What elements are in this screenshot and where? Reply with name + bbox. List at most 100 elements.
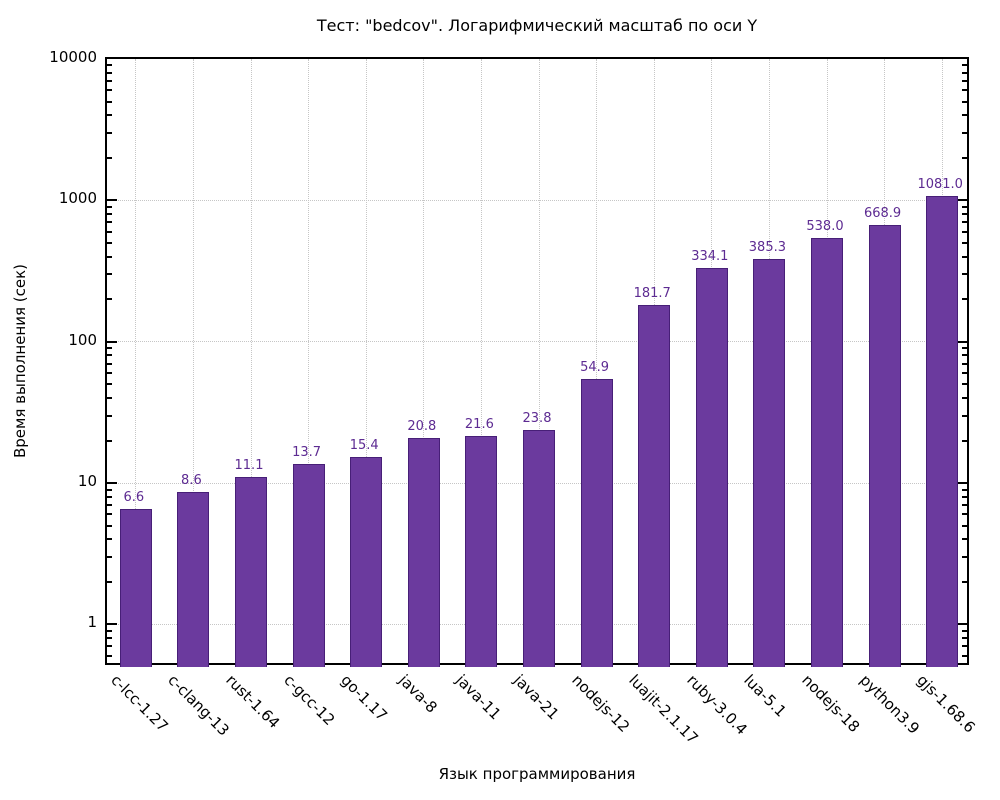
bar-rust-1.64	[235, 476, 267, 667]
y-minor-tick-left	[107, 645, 112, 648]
x-tick-label: rust-1.64	[222, 671, 284, 732]
y-minor-tick-right	[962, 524, 967, 527]
y-minor-tick-left	[107, 273, 112, 276]
y-minor-tick-right	[962, 354, 967, 357]
bar-gjs-1.68.6	[926, 195, 959, 667]
x-gridline	[423, 59, 425, 663]
x-tick-label: gjs-1.68.6	[913, 671, 979, 737]
y-tick-label: 1000	[58, 189, 97, 208]
y-tick-label: 100	[68, 330, 97, 349]
y-minor-tick-right	[962, 89, 967, 92]
y-minor-tick-left	[107, 513, 112, 516]
y-axis-title: Время выполнения (сек)	[11, 263, 29, 459]
x-tick-label: lua-5.1	[740, 671, 791, 721]
y-minor-tick-right	[962, 488, 967, 491]
bar-value-label: 6.6	[123, 489, 145, 505]
y-minor-tick-right	[962, 205, 967, 208]
plot-area	[105, 57, 969, 667]
bar-value-label: 21.6	[464, 416, 494, 432]
y-minor-tick-left	[107, 205, 112, 208]
y-minor-tick-left	[107, 71, 112, 74]
bar-value-label: 15.4	[349, 437, 379, 453]
y-minor-tick-right	[962, 629, 967, 632]
bar-value-label: 13.7	[292, 444, 322, 460]
y-major-tick-left	[107, 623, 117, 626]
y-minor-tick-left	[107, 114, 112, 117]
y-minor-tick-left	[107, 654, 112, 657]
y-major-tick-left	[107, 340, 117, 343]
y-minor-tick-left	[107, 89, 112, 92]
x-tick-label: java-11	[452, 671, 505, 724]
y-minor-tick-left	[107, 503, 112, 506]
y-minor-tick-left	[107, 372, 112, 375]
y-minor-tick-left	[107, 495, 112, 498]
bar-ruby-3.0.4	[695, 267, 728, 667]
y-minor-tick-left	[107, 629, 112, 632]
bar-value-label: 11.1	[234, 457, 264, 473]
y-minor-tick-left	[107, 414, 112, 417]
y-minor-tick-right	[962, 439, 967, 442]
bar-lua-5.1	[753, 258, 786, 667]
y-tick-label: 10	[77, 472, 97, 491]
y-minor-tick-right	[962, 396, 967, 399]
y-major-tick-right	[957, 623, 967, 626]
y-minor-tick-left	[107, 383, 112, 386]
y-minor-tick-right	[962, 71, 967, 74]
bar-c-gcc-12	[292, 463, 325, 667]
y-minor-tick-right	[962, 156, 967, 159]
y-minor-tick-right	[962, 495, 967, 498]
y-tick-label: 1	[87, 613, 97, 632]
y-minor-tick-right	[962, 114, 967, 117]
y-major-tick-right	[957, 340, 967, 343]
y-major-tick-right	[957, 199, 967, 202]
bar-value-label: 334.1	[691, 248, 729, 264]
bar-java-21	[523, 429, 555, 667]
y-major-tick-right	[957, 482, 967, 485]
x-tick-label: nodejs-12	[567, 671, 633, 736]
bar-value-label: 1081.0	[917, 176, 963, 192]
y-minor-tick-right	[962, 241, 967, 244]
x-tick-label: nodejs-18	[798, 671, 864, 736]
y-minor-tick-right	[962, 513, 967, 516]
y-minor-tick-left	[107, 213, 112, 216]
bar-value-label: 668.9	[863, 206, 902, 222]
bar-value-label: 538.0	[806, 219, 844, 235]
y-minor-tick-left	[107, 131, 112, 134]
x-axis-title: Язык программирования	[438, 765, 636, 783]
x-gridline	[250, 59, 252, 663]
y-gridline	[107, 341, 967, 343]
y-minor-tick-right	[962, 255, 967, 258]
bar-java-8	[407, 438, 440, 667]
x-tick-label: java-8	[395, 671, 441, 717]
x-gridline	[135, 59, 137, 663]
y-major-tick-left	[107, 482, 117, 485]
y-minor-tick-right	[962, 79, 967, 82]
bar-c-clang-13	[177, 492, 210, 667]
y-minor-tick-left	[107, 347, 112, 350]
y-minor-tick-right	[962, 213, 967, 216]
y-minor-tick-right	[962, 503, 967, 506]
y-minor-tick-right	[962, 383, 967, 386]
y-minor-tick-left	[107, 354, 112, 357]
x-gridline	[538, 59, 540, 663]
bar-value-label: 23.8	[522, 410, 552, 426]
y-minor-tick-right	[962, 538, 967, 541]
x-gridline	[596, 59, 598, 663]
y-minor-tick-right	[962, 637, 967, 640]
y-minor-tick-right	[962, 131, 967, 134]
x-tick-label: java-21	[510, 671, 563, 724]
bar-value-label: 8.6	[181, 473, 202, 489]
x-tick-label: python3.9	[855, 671, 923, 738]
chart-title: Тест: "bedcov". Логарифмический масштаб …	[316, 16, 758, 35]
y-minor-tick-left	[107, 524, 112, 527]
y-minor-tick-left	[107, 396, 112, 399]
y-minor-tick-left	[107, 156, 112, 159]
y-minor-tick-right	[962, 64, 967, 67]
y-minor-tick-right	[962, 414, 967, 417]
bar-value-label: 181.7	[633, 286, 671, 302]
bar-c-lcc-1.27	[119, 508, 152, 667]
y-minor-tick-right	[962, 298, 967, 301]
y-minor-tick-left	[107, 221, 112, 224]
y-minor-tick-right	[962, 645, 967, 648]
